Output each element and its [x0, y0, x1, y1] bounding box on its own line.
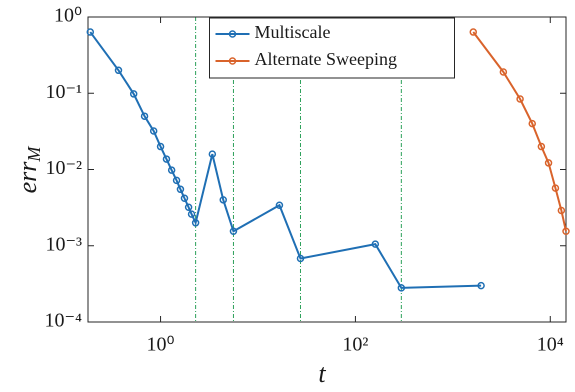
marker: [187, 210, 196, 218]
marker: [140, 112, 149, 120]
marker: [477, 281, 485, 290]
series-line: [89, 31, 482, 289]
marker: [499, 68, 508, 76]
y-tick-label: 10⁻³: [45, 233, 82, 255]
marker: [162, 155, 171, 163]
legend-box: [209, 17, 455, 79]
marker: [208, 150, 217, 158]
y-tick-label: 10⁰: [54, 5, 82, 27]
marker: [180, 194, 189, 202]
y-tick-label: 10⁻⁴: [44, 310, 82, 332]
marker: [191, 219, 200, 227]
marker: [371, 240, 380, 248]
marker: [114, 66, 123, 75]
y-label-main: err: [13, 161, 42, 194]
marker: [229, 227, 238, 235]
legend-marker: [228, 57, 237, 65]
marker: [149, 127, 158, 135]
x-axis-label: t: [318, 359, 326, 388]
marker: [219, 196, 228, 204]
marker: [296, 254, 305, 263]
marker: [156, 142, 165, 151]
marker: [562, 227, 570, 235]
marker: [516, 95, 524, 103]
marker: [172, 176, 181, 185]
marker: [176, 185, 185, 194]
marker: [167, 166, 176, 174]
marker: [469, 28, 478, 36]
marker: [397, 284, 406, 292]
x-tick-label: 10²: [342, 334, 368, 356]
marker: [544, 159, 553, 167]
plot-frame: [87, 16, 567, 323]
marker: [184, 203, 193, 211]
marker: [275, 201, 284, 209]
y-tick-label: 10⁻¹: [45, 81, 82, 103]
y-axis-label: errM: [13, 146, 44, 194]
legend-label: Alternate Sweeping: [255, 49, 397, 69]
legend-label: Multiscale: [255, 22, 331, 42]
x-tick-label: 10⁰: [147, 334, 175, 356]
marker: [528, 119, 536, 128]
marker: [537, 142, 546, 151]
y-label-sub: M: [24, 146, 44, 163]
marker: [557, 206, 566, 215]
legend-marker: [228, 30, 237, 38]
marker: [551, 184, 560, 192]
marker: [129, 90, 138, 98]
series-line: [472, 31, 567, 232]
marker: [86, 28, 95, 36]
y-tick-label: 10⁻²: [45, 157, 82, 179]
x-tick-label: 10⁴: [537, 334, 564, 356]
